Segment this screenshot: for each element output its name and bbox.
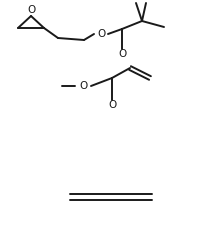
Text: O: O [108, 100, 116, 110]
Text: O: O [27, 5, 35, 15]
Text: O: O [118, 49, 126, 59]
Text: O: O [97, 29, 105, 39]
Text: O: O [79, 81, 87, 91]
